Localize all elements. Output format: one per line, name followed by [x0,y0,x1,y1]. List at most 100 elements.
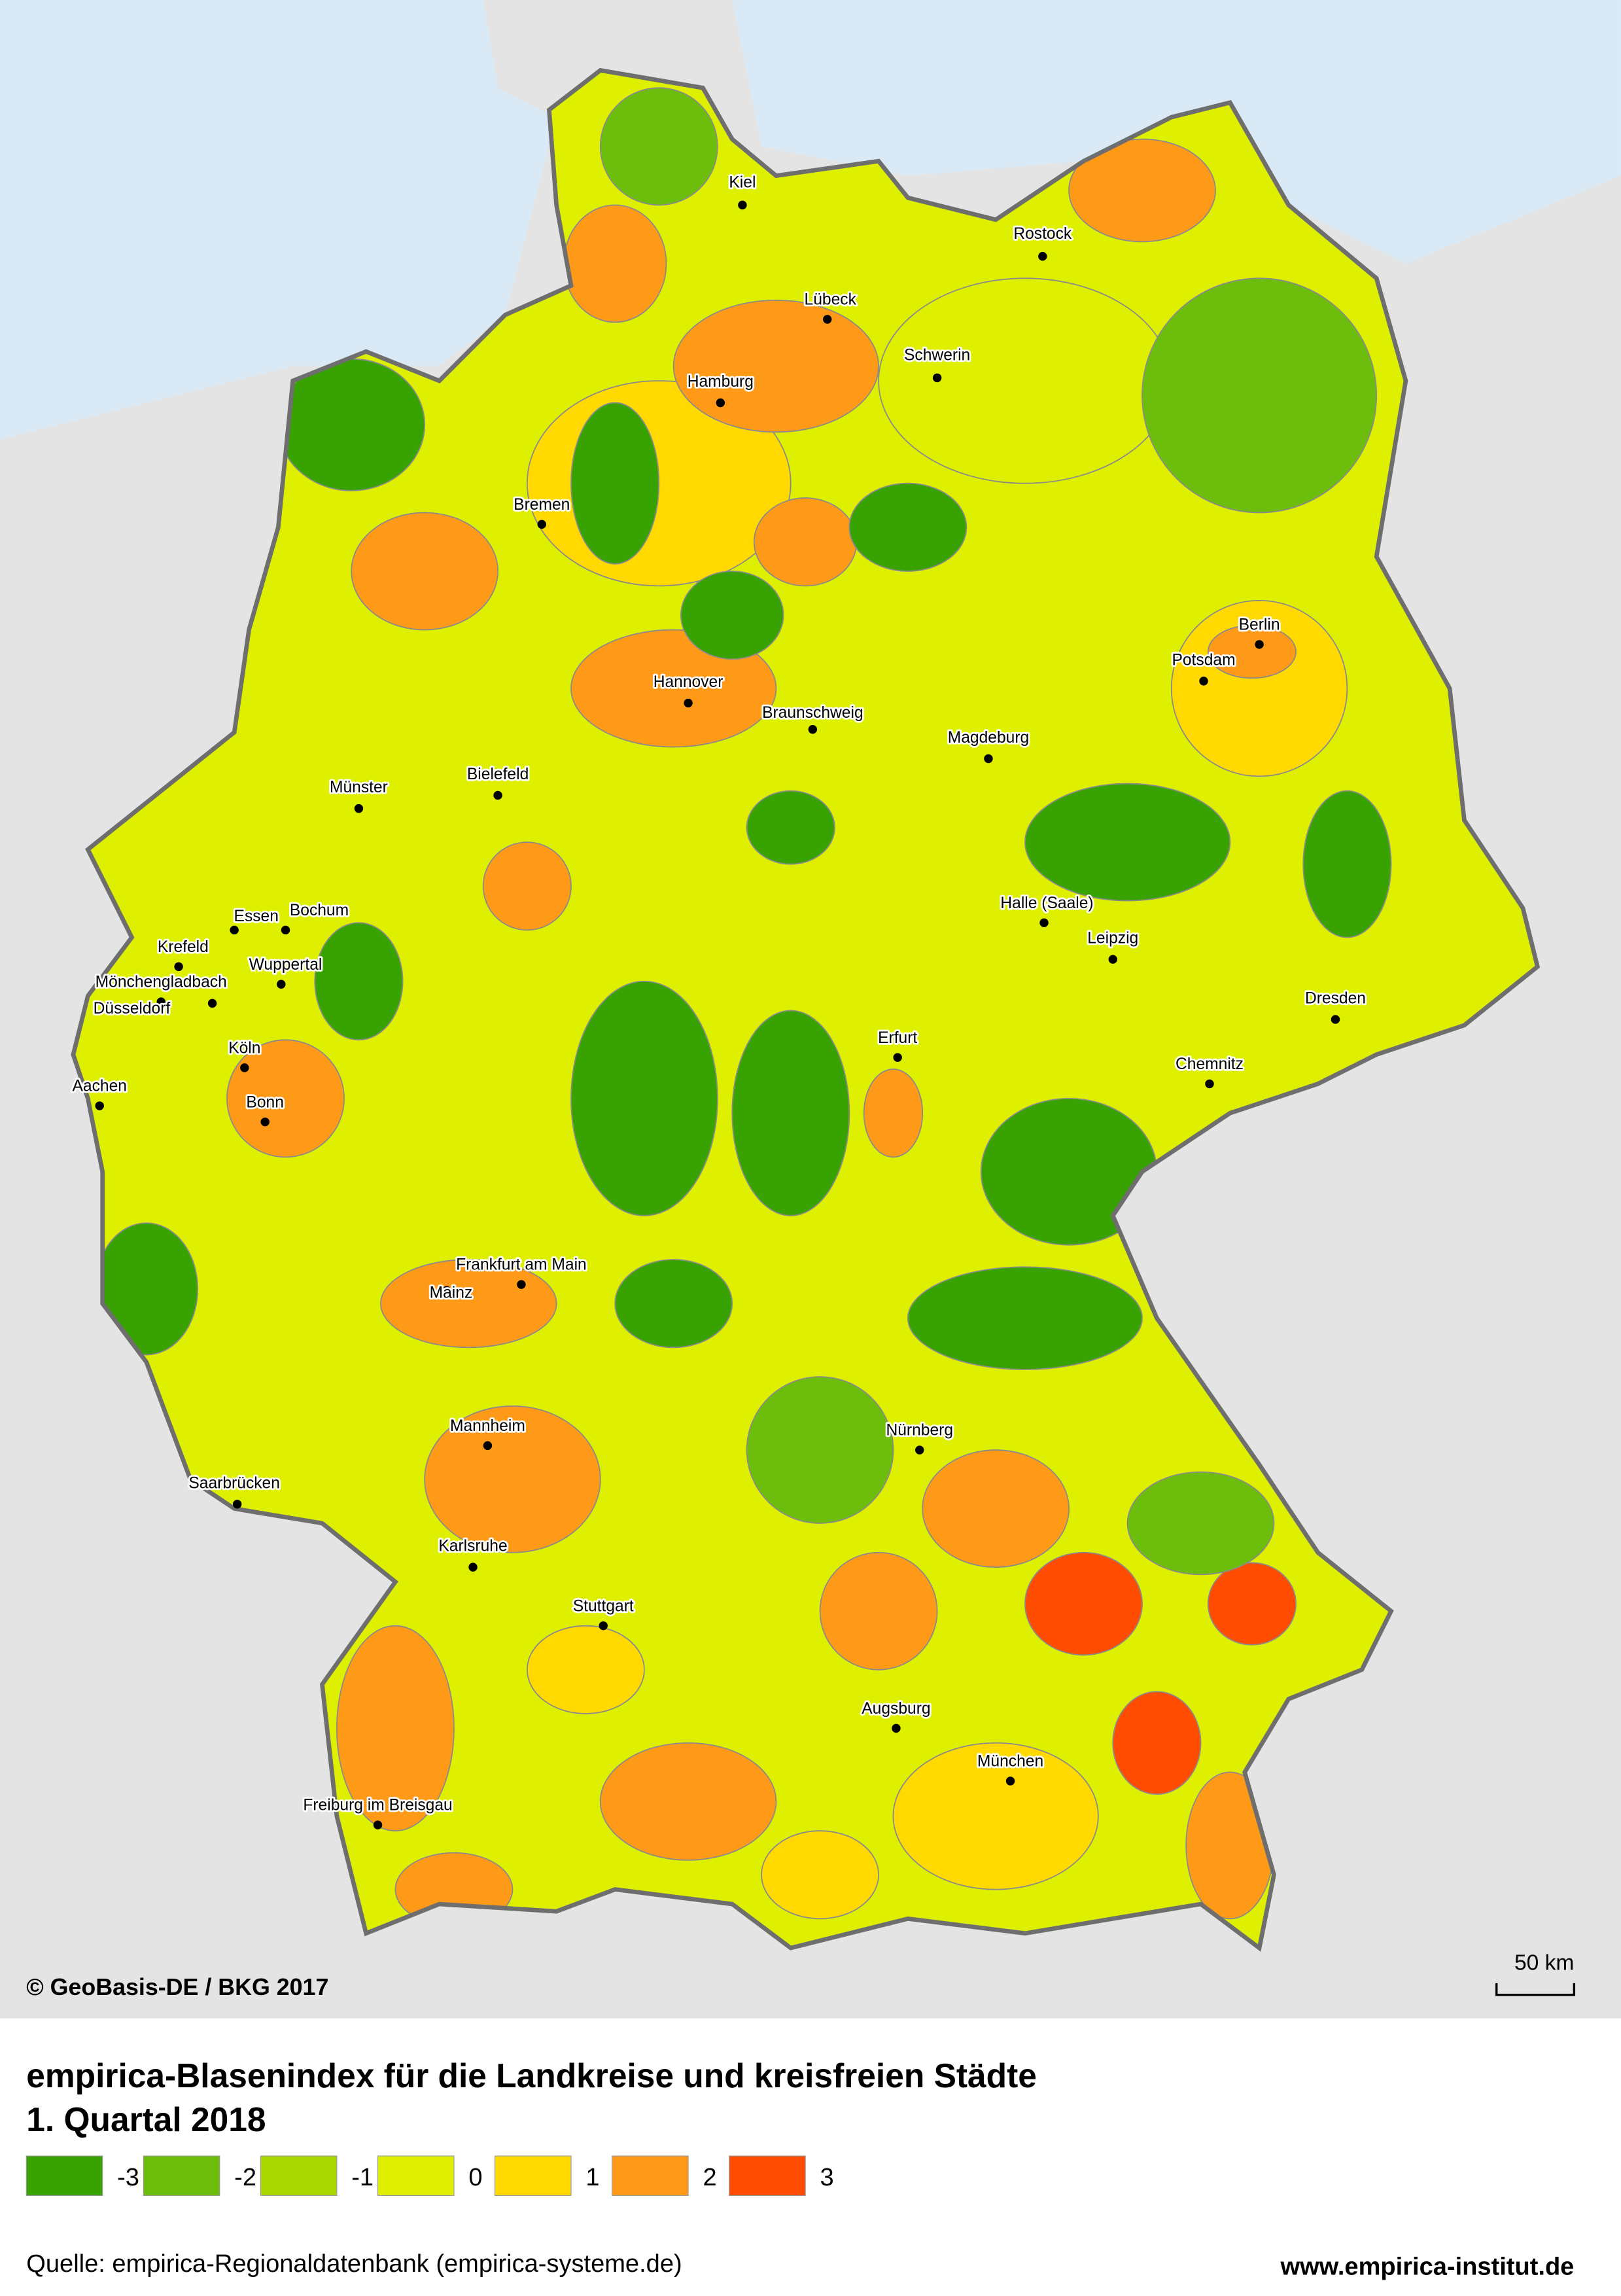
legend-swatch [729,2155,806,2197]
district [526,1625,645,1714]
district [614,1259,733,1349]
city-dot [207,998,217,1008]
city-label: Hamburg [688,373,754,391]
title: empirica-Blasenindex für die Landkreise … [26,2057,1037,2094]
city-label: Mannheim [450,1417,525,1435]
city-dot [932,373,942,383]
district [1142,277,1378,514]
city-label: Aachen [72,1078,126,1095]
city-dot [517,1280,526,1289]
city-dot [483,1441,493,1451]
city-label: München [977,1753,1043,1771]
city-label: Mönchengladbach [96,974,227,991]
legend-label: -3 [117,2164,139,2191]
legend-label: 1 [585,2164,599,2191]
district [1024,1551,1143,1656]
city-label: Erfurt [878,1029,917,1047]
district [336,1625,455,1831]
city-label: Magdeburg [948,729,1030,747]
district [563,204,667,323]
district [351,512,498,631]
district [314,922,404,1041]
city-label: Leipzig [1087,930,1138,947]
city-label: Stuttgart [573,1597,634,1615]
district [380,1259,557,1349]
city-dot [537,520,546,529]
city-dot [174,962,183,972]
city-label: Potsdam [1172,651,1235,669]
city-dot [893,1053,902,1062]
district [848,482,967,572]
district [570,980,718,1216]
city-dot [232,1500,242,1509]
source: Quelle: empirica-Regionaldatenbank (empi… [26,2250,682,2278]
city-label: Halle (Saale) [1000,894,1093,912]
city-dot [95,1101,104,1110]
legend-swatch [26,2155,103,2197]
scale-label: 50 km [1514,1951,1574,1975]
district [424,1405,601,1553]
city-dot [738,200,747,210]
legend-swatch [612,2155,689,2197]
subtitle: 1. Quartal 2018 [26,2100,266,2138]
city-label: Rostock [1013,225,1072,243]
city-label: Berlin [1239,616,1280,634]
district-areas [94,87,1392,1927]
city-label: Wuppertal [249,956,322,974]
city-dot [240,1063,249,1072]
district [599,87,718,206]
city-dot [156,997,166,1006]
city-label: Schwerin [904,347,970,364]
city-dot [984,754,993,764]
legend-label: 3 [820,2164,834,2191]
city-dot [1205,1079,1214,1089]
district [1024,783,1231,902]
district [1068,138,1216,243]
legend-label: -2 [234,2164,256,2191]
city-label: Frankfurt am Main [456,1256,587,1274]
city-label: Bonn [246,1093,283,1111]
city-label: Bremen [514,496,570,514]
city-dot [1038,252,1047,261]
legend: -3 -2 -1 0 1 2 3 [26,2155,834,2197]
city-label: Nürnberg [886,1422,953,1439]
city-dot [260,1117,270,1127]
city-dot [915,1445,924,1455]
city-dot [1331,1015,1340,1024]
city-label: Augsburg [862,1700,930,1718]
district [863,1069,924,1158]
district [1126,1471,1275,1576]
city-dot [230,925,239,935]
city-dot [373,1820,383,1829]
district [482,841,572,931]
city-label: Chemnitz [1176,1055,1244,1073]
city-label: Kiel [729,174,756,192]
city-dot [716,398,725,408]
city-label: Braunschweig [762,704,863,722]
city-label: Freiburg im Breisgau [303,1797,452,1814]
city-dot [1005,1776,1015,1786]
city-label: Krefeld [158,938,209,956]
legend-swatch [495,2155,572,2197]
city-dot [823,315,832,324]
city-label: Saarbrücken [188,1474,280,1492]
city-label: Karlsruhe [438,1538,507,1555]
city-label: Hannover [654,673,723,691]
city-label: Düsseldorf [94,1000,171,1017]
city-dot [599,1621,608,1631]
city-dot [892,1723,901,1733]
city-dot [281,925,290,935]
city-label: Dresden [1305,989,1366,1007]
cities: Kiel Rostock Lübeck Schwerin Hamburg Bremen Be… [71,172,1368,1829]
district [1207,1562,1297,1646]
legend-label: -1 [351,2164,374,2191]
legend-swatch [260,2155,338,2197]
district [819,1551,938,1670]
legend-label: 0 [468,2164,482,2191]
district [1207,624,1297,679]
city-dot [354,804,364,813]
website: www.empirica-institut.de [1280,2253,1574,2280]
city-label: Lübeck [805,291,857,309]
